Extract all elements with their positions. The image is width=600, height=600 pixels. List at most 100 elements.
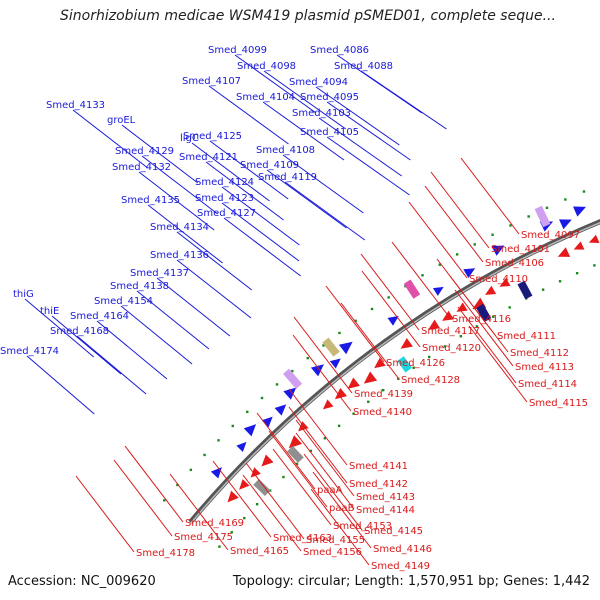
guide-dot — [163, 499, 166, 502]
forward-leader-line — [141, 155, 218, 215]
forward-gene-arrow — [236, 441, 247, 452]
forward-leader-line — [263, 70, 347, 130]
reverse-gene-arrow — [428, 319, 441, 330]
reverse-gene-label: Smed_4178 — [136, 548, 195, 559]
forward-gene-arrow — [310, 364, 324, 377]
reverse-gene-label: Smed_4139 — [354, 389, 413, 400]
forward-leader-line — [326, 101, 411, 161]
forward-gene-label: Smed_4107 — [182, 76, 241, 87]
reverse-leader-line — [430, 171, 490, 249]
forward-gene-label: Smed_4104 — [236, 92, 295, 103]
reverse-gene-label: Smed_4117 — [421, 326, 480, 337]
guide-dot — [564, 198, 567, 201]
forward-gene-label: Smed_4164 — [70, 311, 129, 322]
reverse-leader-line — [295, 432, 355, 510]
guide-dot — [246, 410, 249, 414]
forward-leader-line — [136, 290, 210, 350]
forward-gene-label: Smed_4136 — [150, 250, 209, 261]
forward-gene-label: Smed_4154 — [94, 296, 153, 307]
forward-gene-arrow — [432, 286, 444, 296]
feature-block — [476, 303, 492, 323]
reverse-gene-label: Smed_4146 — [373, 544, 432, 555]
reverse-gene-label: Smed_4165 — [230, 546, 289, 557]
guide-dot — [255, 503, 259, 506]
reverse-leader-line — [303, 453, 363, 531]
guide-dot — [218, 545, 221, 548]
reverse-leader-line — [268, 430, 328, 508]
guide-dot — [443, 345, 447, 348]
reverse-leader-line — [325, 285, 385, 363]
reverse-gene-label: paaB — [329, 503, 355, 514]
reverse-gene-label: Smed_4149 — [371, 561, 430, 572]
forward-gene-label: Smed_4134 — [150, 222, 209, 233]
forward-leader-line — [223, 217, 301, 277]
reverse-leader-line — [460, 157, 520, 235]
reverse-leader-line — [75, 475, 135, 553]
guide-dot — [545, 206, 549, 210]
reverse-leader-line — [292, 334, 352, 412]
reverse-gene-label: Smed_4111 — [497, 331, 556, 342]
forward-leader-line — [234, 54, 317, 114]
forward-leader-line — [360, 70, 447, 130]
forward-leader-line — [191, 142, 270, 202]
reverse-leader-line — [212, 460, 272, 538]
reverse-gene-arrow — [374, 357, 386, 369]
reverse-gene-label: Smed_4106 — [485, 258, 544, 269]
forward-gene-label: Smed_4095 — [300, 92, 359, 103]
reverse-gene-arrow — [484, 285, 497, 295]
guide-dot — [459, 335, 463, 338]
reverse-leader-line — [310, 488, 370, 566]
reverse-gene-label: Smed_4112 — [510, 348, 569, 359]
forward-gene-arrow — [338, 341, 353, 355]
forward-gene-arrow — [210, 467, 222, 479]
reverse-leader-line — [293, 316, 353, 394]
forward-gene-label: Smed_4125 — [183, 131, 242, 142]
reverse-leader-line — [288, 406, 348, 484]
guide-dot — [593, 264, 596, 267]
feature-block — [403, 279, 421, 299]
forward-gene-label: Smed_4168 — [50, 326, 109, 337]
forward-leader-line — [138, 171, 215, 231]
genome-summary: Topology: circular; Length: 1,570,951 bp… — [232, 574, 590, 589]
reverse-gene-label: Smed_4141 — [349, 461, 408, 472]
guide-dot — [527, 215, 530, 218]
guide-dot — [491, 233, 494, 236]
guide-dot — [427, 355, 431, 359]
guide-dot — [230, 531, 233, 534]
guide-dot — [387, 296, 390, 299]
guide-dot — [337, 424, 341, 428]
reverse-gene-arrow — [557, 247, 571, 257]
guide-dot — [575, 271, 579, 275]
guide-dot — [306, 356, 309, 360]
guide-dot — [323, 437, 327, 440]
reverse-leader-line — [272, 448, 332, 526]
forward-leader-line — [284, 181, 366, 241]
guide-dot — [475, 325, 479, 328]
reverse-gene-label: paaA — [317, 485, 343, 496]
guide-dot — [412, 366, 415, 369]
guide-dot — [217, 439, 220, 442]
forward-gene-arrow — [573, 206, 586, 217]
reverse-leader-line — [457, 306, 517, 384]
feature-block — [534, 205, 551, 228]
guide-dot — [231, 424, 234, 428]
reverse-gene-label: Smed_4144 — [356, 505, 415, 516]
guide-dot — [381, 388, 385, 392]
reverse-gene-label: Smed_4153 — [333, 521, 392, 532]
reverse-gene-label: Smed_4175 — [174, 532, 233, 543]
backbone-ring — [188, 218, 600, 524]
reverse-gene-label: Smed_4113 — [515, 362, 574, 373]
forward-gene-arrow — [387, 315, 399, 326]
forward-gene-label: Smed_4099 — [208, 45, 267, 56]
forward-leader-line — [262, 101, 345, 161]
forward-gene-label: Smed_4121 — [179, 152, 238, 163]
guide-dot — [243, 516, 246, 520]
guide-dot — [558, 280, 562, 283]
forward-gene-label: Smed_4137 — [130, 268, 189, 279]
forward-gene-label: ligC — [180, 133, 199, 144]
guide-dot — [509, 224, 512, 227]
reverse-leader-line — [408, 201, 468, 279]
forward-gene-arrow — [274, 404, 287, 416]
forward-gene-label: Smed_4174 — [0, 346, 59, 357]
